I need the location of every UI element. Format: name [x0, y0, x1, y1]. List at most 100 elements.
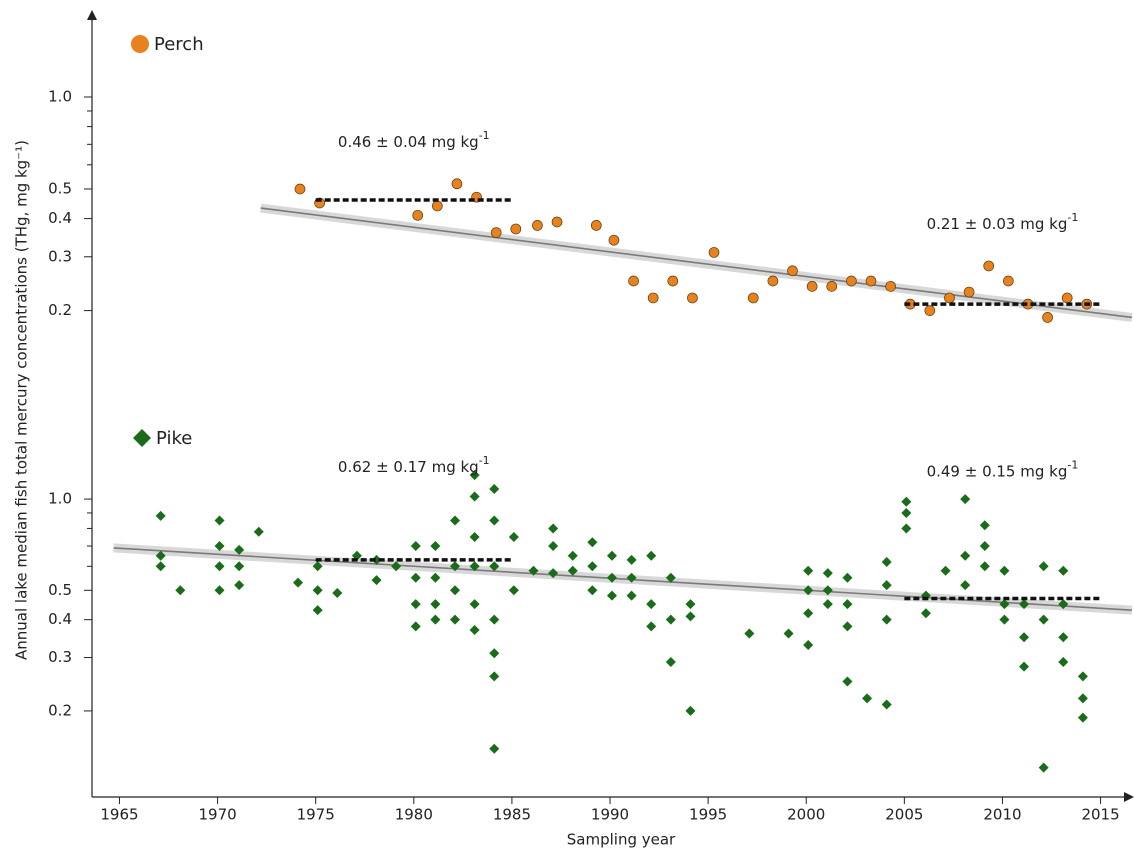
- y-tick-label: 1.0: [48, 87, 72, 105]
- point: [1038, 561, 1049, 572]
- point: [489, 561, 500, 572]
- point: [587, 585, 598, 596]
- point: [924, 305, 936, 316]
- point: [744, 628, 755, 639]
- point: [979, 561, 990, 572]
- point: [685, 599, 696, 610]
- mean-label-sup: -1: [1067, 458, 1078, 471]
- point: [587, 561, 598, 572]
- point: [960, 550, 971, 561]
- point: [1019, 599, 1030, 610]
- point: [885, 281, 896, 292]
- point: [1038, 614, 1049, 625]
- point: [410, 541, 421, 552]
- point: [846, 275, 857, 287]
- point: [214, 561, 225, 572]
- point: [822, 599, 833, 610]
- mean-label: 0.49 ± 0.15 mg kg-1: [927, 458, 1079, 480]
- y-tick-label: 1.0: [48, 490, 72, 508]
- point: [1061, 292, 1073, 304]
- point: [234, 561, 245, 572]
- point: [412, 209, 424, 221]
- point: [940, 565, 951, 576]
- point: [626, 590, 637, 601]
- point: [628, 275, 639, 287]
- point: [489, 743, 500, 754]
- point: [489, 648, 500, 659]
- mean-label-text: 0.46 ± 0.04 mg kg: [338, 133, 479, 151]
- point: [881, 699, 892, 710]
- point: [1019, 661, 1030, 672]
- point: [665, 657, 676, 668]
- point: [901, 507, 912, 518]
- point: [1038, 762, 1049, 773]
- point: [469, 531, 480, 542]
- point: [430, 599, 441, 610]
- point: [862, 693, 873, 704]
- point: [450, 614, 461, 625]
- point: [647, 292, 659, 304]
- point: [842, 599, 853, 610]
- x-tick-label: 1975: [297, 806, 335, 824]
- point: [979, 520, 990, 531]
- point: [489, 515, 500, 526]
- point: [234, 580, 245, 591]
- y-tick-label: 0.4: [48, 610, 72, 628]
- y-tick-label: 0.5: [48, 581, 72, 599]
- point: [665, 572, 676, 583]
- x-axis-label: Sampling year: [567, 831, 676, 849]
- point: [1058, 565, 1069, 576]
- mean-label: 0.46 ± 0.04 mg kg-1: [338, 129, 490, 151]
- point: [469, 599, 480, 610]
- x-tick-label: 1990: [591, 806, 629, 824]
- point: [590, 220, 602, 231]
- point: [803, 640, 814, 651]
- point: [783, 628, 794, 639]
- point: [548, 568, 559, 579]
- point: [803, 585, 814, 596]
- point: [806, 281, 818, 292]
- point: [490, 227, 502, 238]
- mean-label-text: 0.49 ± 0.15 mg kg: [927, 462, 1068, 480]
- point: [410, 621, 421, 632]
- point: [842, 621, 853, 632]
- x-tick-label: 2010: [983, 806, 1021, 824]
- point: [430, 614, 441, 625]
- mean-label-sup: -1: [479, 129, 490, 142]
- point: [606, 572, 617, 583]
- point: [214, 515, 225, 526]
- point: [983, 260, 995, 272]
- point: [469, 491, 480, 502]
- legend-marker: [131, 35, 149, 53]
- point: [469, 624, 480, 635]
- mean-label-sup: -1: [479, 454, 490, 467]
- point: [567, 565, 578, 576]
- point: [508, 531, 519, 542]
- point: [489, 671, 500, 682]
- point: [450, 585, 461, 596]
- y-tick-label: 0.3: [48, 247, 72, 265]
- x-tick-label: 2015: [1081, 806, 1119, 824]
- y-tick-label: 0.3: [48, 648, 72, 666]
- x-axis-arrow: [1124, 792, 1134, 802]
- legend-label: Perch: [154, 34, 204, 55]
- point: [155, 510, 166, 521]
- mean-label-sup: -1: [1067, 211, 1078, 224]
- y-tick-label: 0.2: [48, 301, 72, 319]
- point: [587, 537, 598, 548]
- point: [822, 585, 833, 596]
- point: [293, 577, 304, 588]
- point: [175, 585, 186, 596]
- point: [214, 541, 225, 552]
- point: [1058, 632, 1069, 643]
- point: [431, 200, 443, 212]
- point: [532, 220, 543, 231]
- point: [999, 565, 1010, 576]
- point: [430, 541, 441, 552]
- point: [371, 575, 382, 586]
- point: [646, 621, 657, 632]
- point: [1058, 657, 1069, 668]
- point: [626, 554, 637, 565]
- mean-label-text: 0.21 ± 0.03 mg kg: [927, 215, 1068, 233]
- x-tick-label: 1995: [689, 806, 727, 824]
